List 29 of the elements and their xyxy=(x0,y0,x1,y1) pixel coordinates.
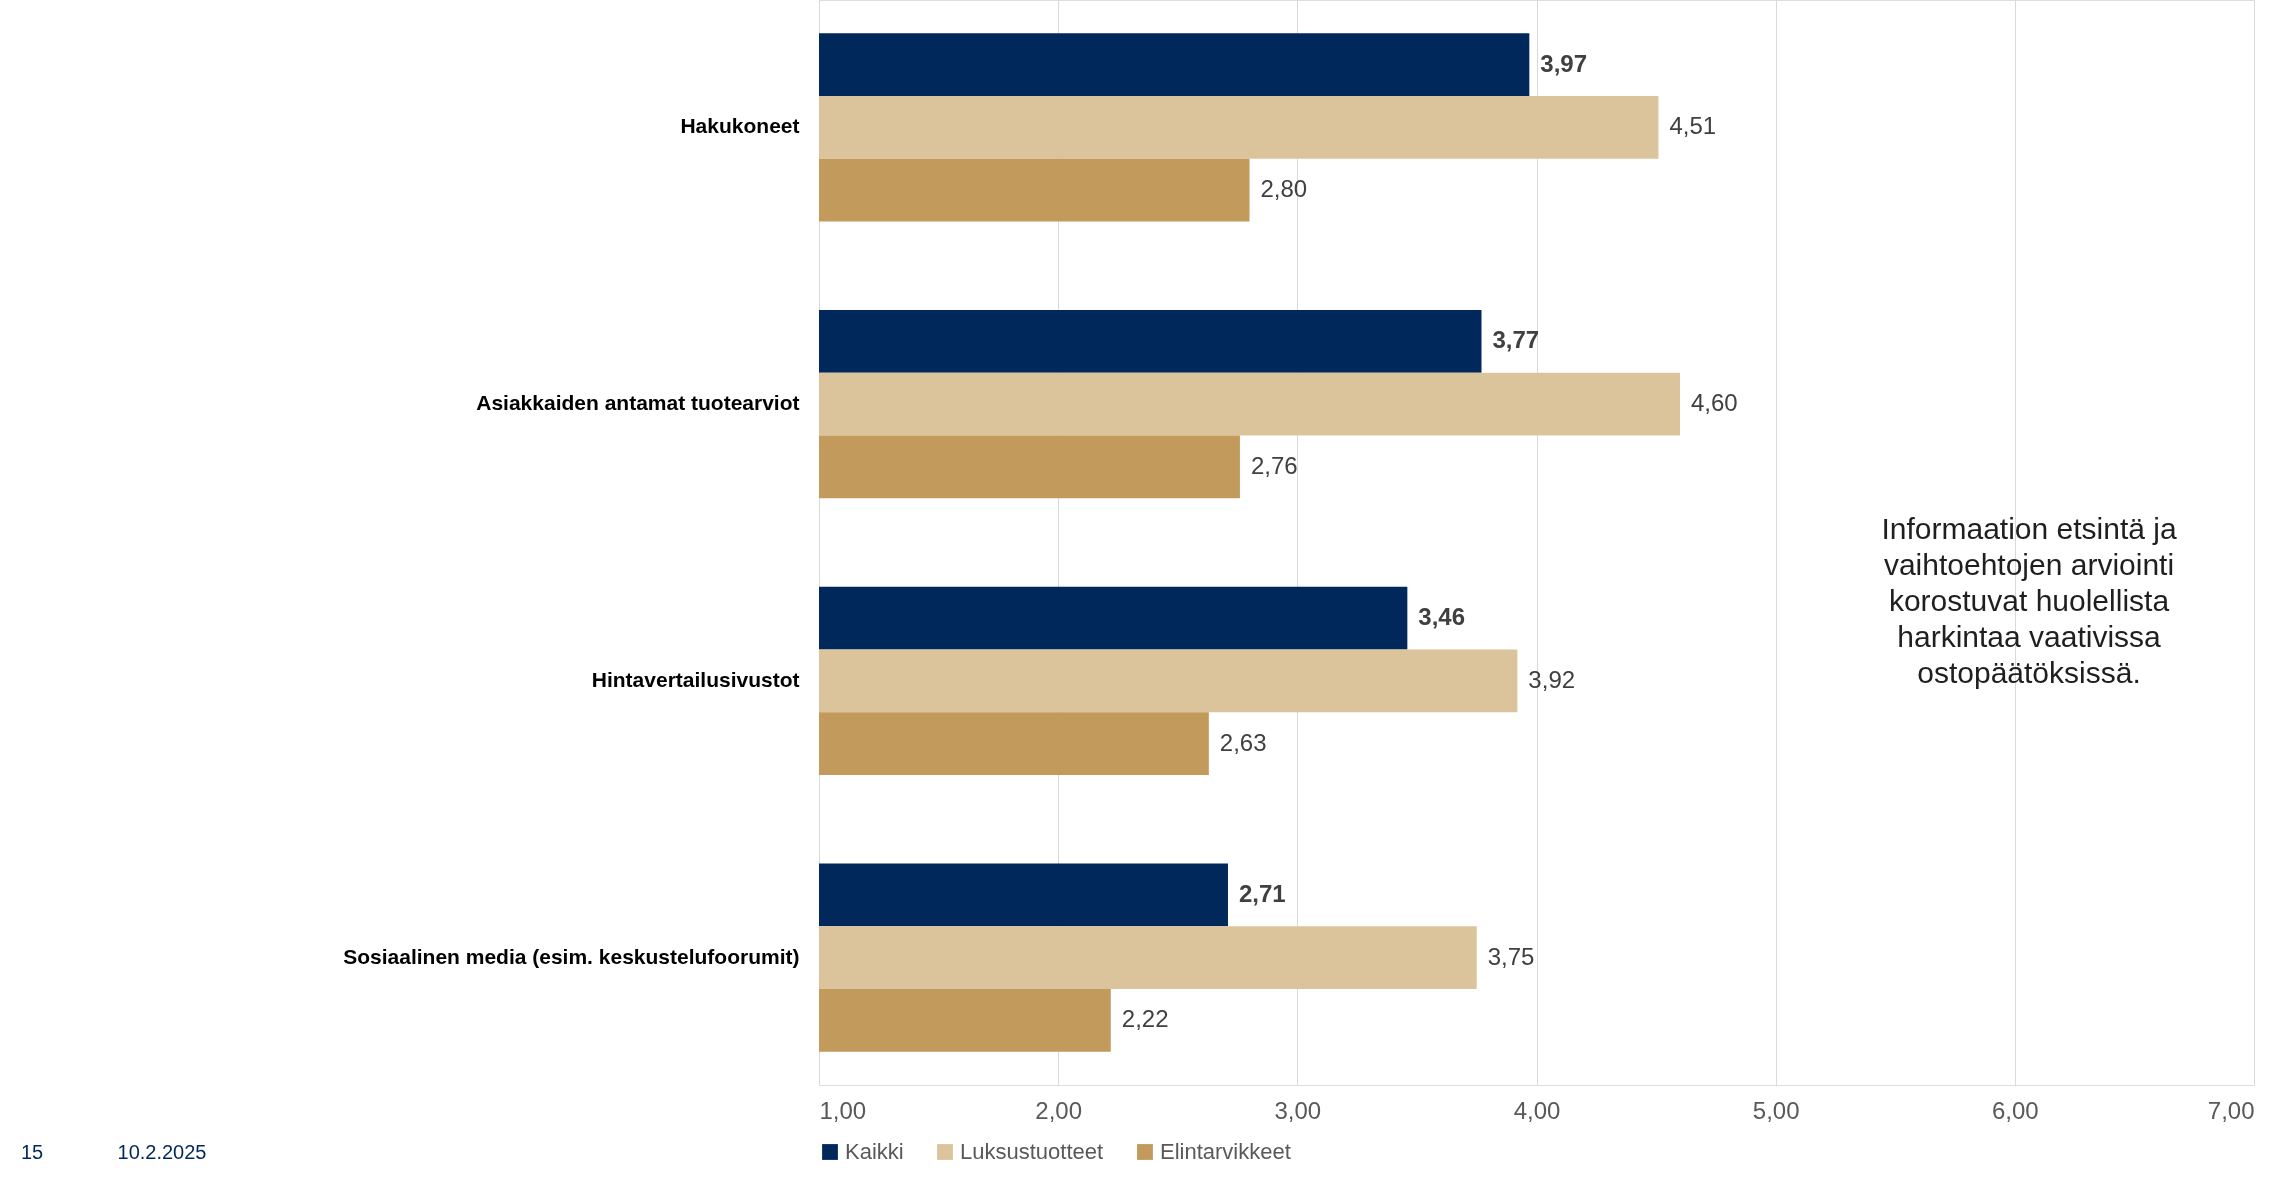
x-tick-label: 6,00 xyxy=(1991,1096,2039,1124)
y-tick-label: Asiakkaiden antamat tuotearviot xyxy=(476,391,800,415)
x-tick-label: 1,00 xyxy=(819,1096,867,1124)
y-tick-label: Hintavertailusivustot xyxy=(591,667,800,691)
y-tick-label: Sosiaalinen media (esim. keskustelufoorumit) xyxy=(343,944,800,968)
data-label: 2,71 xyxy=(1238,879,1286,907)
data-label: 3,46 xyxy=(1418,603,1466,631)
legend-label: Luksustuotteet xyxy=(960,1139,1104,1164)
data-label: 2,22 xyxy=(1121,1005,1169,1033)
data-label: 2,63 xyxy=(1219,728,1267,756)
data-label: 3,92 xyxy=(1528,665,1576,693)
data-label: 2,80 xyxy=(1260,175,1308,203)
x-tick-label: 4,00 xyxy=(1513,1096,1561,1124)
x-tick-label: 2,00 xyxy=(1035,1096,1083,1124)
x-tick-label: 7,00 xyxy=(2207,1096,2255,1124)
data-label: 2,76 xyxy=(1250,451,1298,479)
text: 10.2.2025 xyxy=(117,1141,207,1163)
data-label: 4,60 xyxy=(1691,389,1738,417)
legend-label: Kaikki xyxy=(845,1139,904,1164)
data-label: 3,97 xyxy=(1540,49,1588,77)
data-label: 3,77 xyxy=(1492,326,1540,354)
x-tick-label: 5,00 xyxy=(1752,1096,1800,1124)
annotation: Informaation etsintä ja vaihtoehtojen arviointi korostuvat huolellista harkintaa vaativissa ostopäätöksissä. xyxy=(1881,512,2177,689)
text: 15 xyxy=(20,1141,44,1163)
y-tick-label: Hakukoneet xyxy=(680,114,800,138)
data-label: 4,51 xyxy=(1669,112,1717,140)
legend-label: Elintarvikkeet xyxy=(1160,1139,1291,1164)
x-tick-label: 3,00 xyxy=(1274,1096,1322,1124)
data-label: 3,75 xyxy=(1487,942,1535,970)
